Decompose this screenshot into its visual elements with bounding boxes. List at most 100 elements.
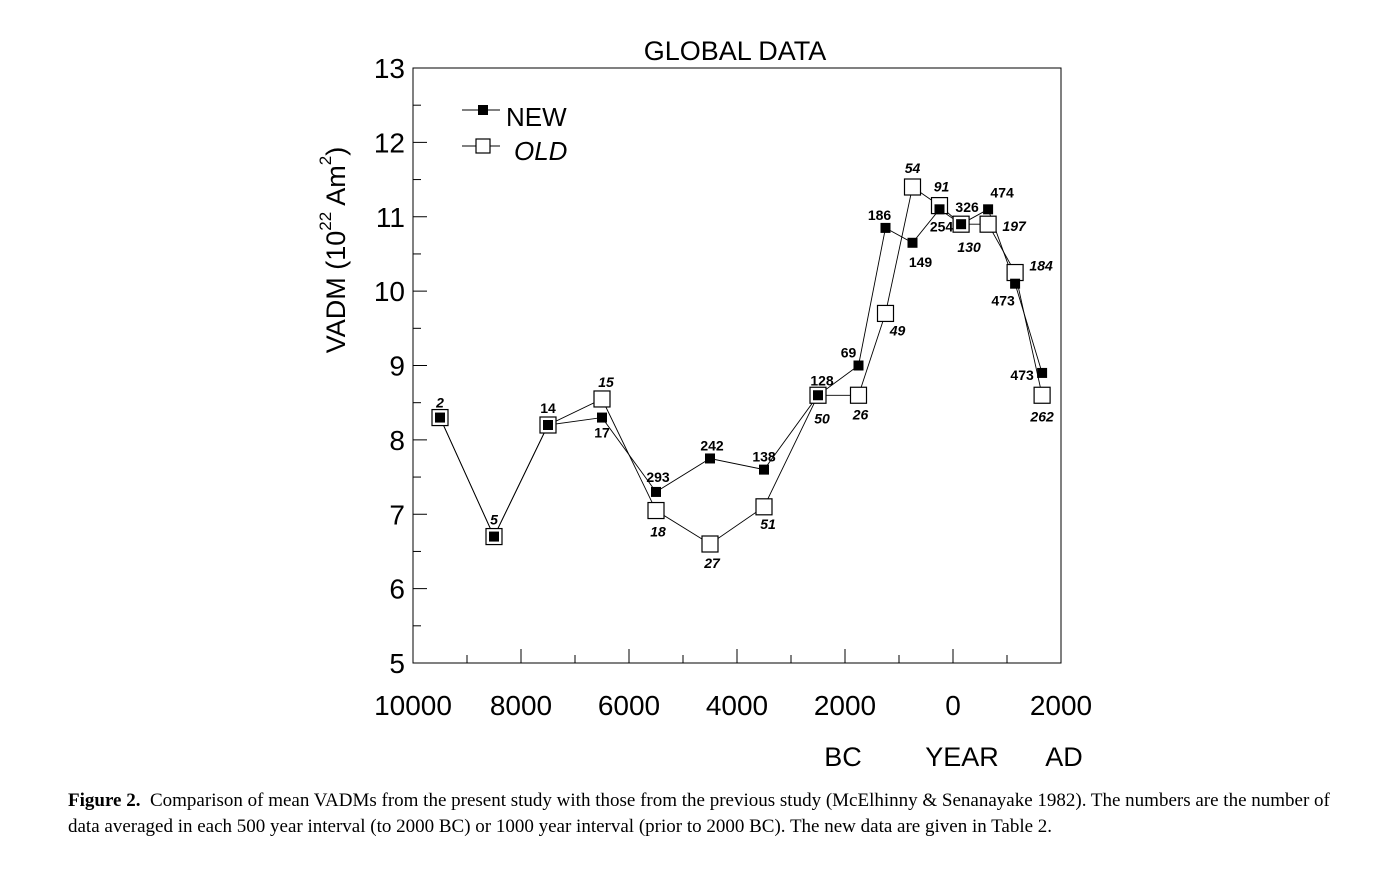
x-tick-label: 0 (945, 690, 961, 721)
y-tick-label: 11 (376, 202, 405, 233)
series-line-old (439, 186, 1043, 545)
y-axis-title-exp1: 22 (316, 212, 335, 231)
marker-old (876, 304, 895, 323)
point-label-old: 49 (889, 322, 906, 338)
marker-new (651, 486, 661, 497)
y-tick-label: 12 (374, 127, 405, 158)
x-tick-label: 4000 (706, 690, 768, 721)
marker-new (759, 464, 769, 475)
marker-old (903, 178, 922, 196)
marker-new (813, 390, 823, 401)
point-label-old: 27 (703, 555, 721, 571)
point-label-new: 254 (930, 218, 954, 234)
y-tick-label: 9 (389, 351, 405, 382)
point-label-new: 473 (991, 293, 1015, 309)
x-tick-label: 2000 (814, 690, 876, 721)
y-tick-label: 13 (374, 53, 405, 84)
y-tick-label: 6 (389, 574, 405, 605)
point-label-old: 130 (957, 239, 981, 255)
point-label-new: 14 (540, 400, 556, 416)
point-labels: 1417293242138128691861492543264744734732… (435, 160, 1054, 571)
marker-new (1010, 278, 1021, 289)
x-axis-title-bc: BC (824, 742, 862, 772)
y-axis-title-exp2: 2 (316, 156, 335, 165)
marker-new (853, 360, 864, 371)
marker-new (956, 219, 967, 230)
point-label-new: 474 (990, 184, 1014, 200)
point-label-old: 54 (905, 160, 921, 176)
marker-old (1006, 263, 1024, 282)
point-label-old: 26 (852, 406, 869, 422)
chart-title: GLOBAL DATA (644, 36, 827, 66)
series-line-new (439, 208, 1043, 538)
point-label-old: 18 (650, 524, 666, 540)
axes: 5 6 7 8 9 10 11 12 13 10000 8000 6000 4000 2000 0 2000 (374, 53, 1092, 721)
point-label-old: 197 (1002, 218, 1027, 234)
y-axis-title-close: ) (321, 147, 351, 156)
point-label-new: 473 (1010, 367, 1034, 383)
marker-new (597, 412, 607, 423)
point-label-new: 138 (752, 449, 776, 465)
point-label-new: 69 (841, 345, 857, 361)
legend-marker-old (475, 138, 491, 154)
marker-new (934, 204, 945, 215)
plot-frame (412, 67, 1062, 664)
y-tick-label: 5 (389, 648, 405, 679)
y-axis-title: VADM (1022 Am2) (316, 147, 351, 353)
marker-old (979, 215, 997, 233)
figure-caption: Figure 2. Comparison of mean VADMs from … (68, 788, 1348, 840)
y-axis-title-base: VADM (10 (321, 231, 351, 354)
legend-label-new: NEW (506, 102, 567, 132)
y-tick-label: 10 (374, 276, 405, 307)
marker-old (755, 498, 773, 516)
point-label-old: 15 (598, 374, 614, 390)
marker-new (1037, 367, 1048, 378)
series-lines (439, 186, 1043, 545)
marker-old (701, 535, 719, 553)
point-label-old: 184 (1029, 258, 1053, 274)
x-tick-label: 6000 (598, 690, 660, 721)
marker-new (435, 412, 445, 423)
marker-old (593, 390, 611, 408)
point-label-new: 186 (868, 207, 892, 223)
point-label-new: 326 (955, 199, 979, 215)
point-label-old: 2 (435, 395, 444, 411)
y-axis-title-unit: Am (321, 165, 351, 212)
figure-caption-text: Comparison of mean VADMs from the presen… (68, 790, 1330, 837)
marker-old (1033, 386, 1051, 404)
figure-caption-label: Figure 2. (68, 790, 141, 811)
x-tick-label: 8000 (490, 690, 552, 721)
marker-new (543, 420, 553, 430)
marker-old (849, 386, 868, 404)
point-label-new: 149 (909, 254, 933, 270)
x-axis-title: BC YEAR AD (824, 742, 1083, 772)
point-label-old: 50 (814, 410, 830, 426)
point-label-old: 91 (934, 179, 950, 195)
point-label-new: 17 (594, 425, 610, 441)
legend-label-old: OLD (514, 136, 567, 166)
marker-new (705, 453, 715, 464)
svg-text:VADM (1022 Am2): VADM (1022 Am2) (316, 147, 351, 353)
y-tick-label: 8 (389, 425, 405, 456)
point-label-new: 242 (700, 437, 724, 453)
legend-item-old: OLD (462, 136, 567, 166)
point-label-old: 51 (760, 516, 776, 532)
marker-new (983, 204, 994, 215)
markers (431, 178, 1051, 553)
marker-new (907, 237, 918, 248)
y-tick-label: 7 (389, 499, 405, 530)
legend: NEW OLD (462, 102, 567, 166)
point-label-new: 293 (646, 469, 670, 485)
legend-marker-new (478, 105, 488, 115)
marker-new (880, 222, 891, 233)
marker-old (647, 501, 665, 520)
x-tick-label: 2000 (1030, 690, 1092, 721)
point-label-old: 5 (490, 512, 498, 528)
x-axis-title-ad: AD (1045, 742, 1083, 772)
point-label-new: 128 (810, 372, 834, 388)
marker-new (489, 531, 499, 542)
x-axis-title-year: YEAR (925, 742, 999, 772)
legend-item-new: NEW (462, 102, 567, 132)
x-tick-label: 10000 (374, 690, 452, 721)
